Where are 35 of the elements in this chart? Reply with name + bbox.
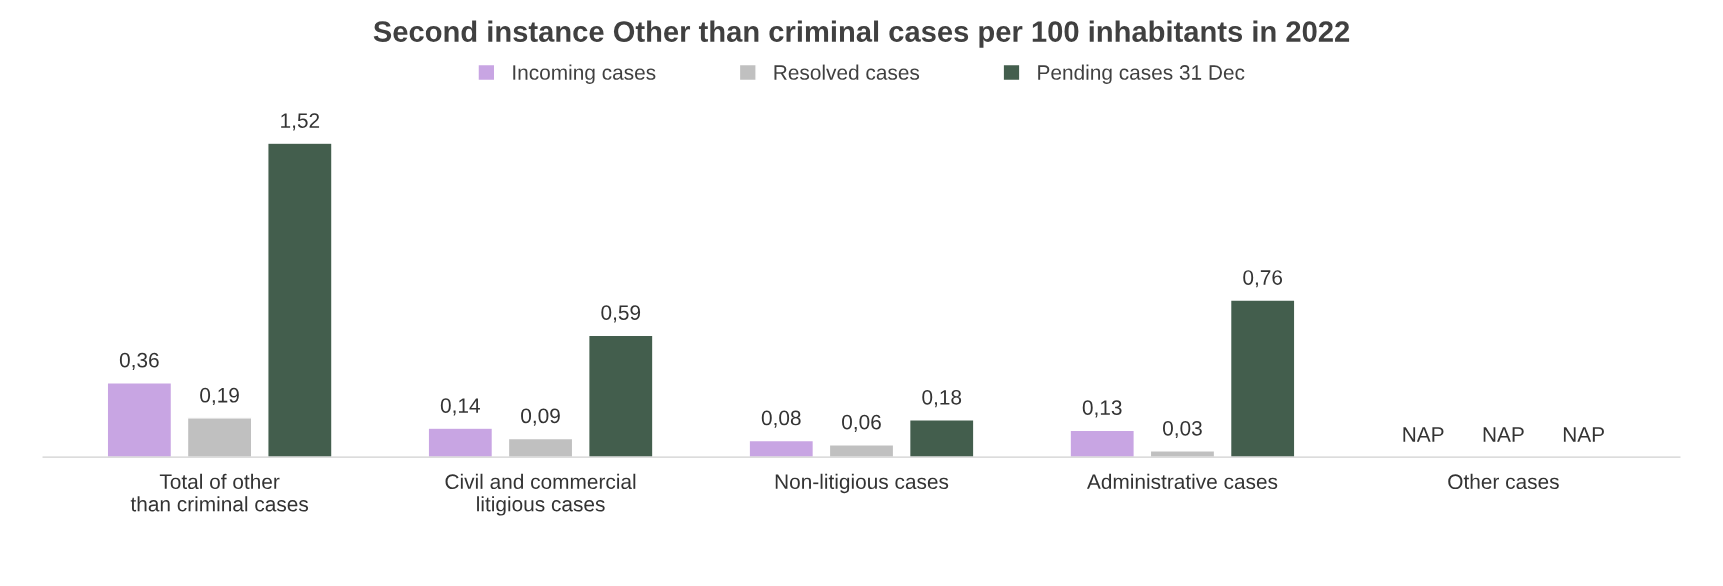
legend-label: Resolved cases: [774, 64, 920, 80]
text: NAP: [1483, 427, 1524, 442]
bar: [1069, 429, 1136, 458]
data-label: 0,03: [1162, 420, 1202, 439]
data-label: 0,59: [601, 305, 641, 323]
legend-label: Incoming cases: [513, 64, 656, 84]
bar: [267, 142, 333, 458]
chart-title: Second instance Other than criminal cases per 100 inhabitants in 2022: [373, 20, 1350, 48]
bar: [507, 437, 574, 458]
data-label: 0,14: [440, 398, 480, 416]
data-label: 0,19: [200, 387, 239, 406]
bar: [908, 419, 975, 458]
bar: [1229, 299, 1296, 458]
legend-label: Pending cases 31 Dec: [1038, 64, 1245, 84]
bar: [106, 382, 173, 458]
data-label: 0,76: [1243, 270, 1283, 288]
data-label: 0,09: [521, 408, 560, 426]
x-tick-label: Administrative cases: [1086, 473, 1278, 490]
data-label: 0,13: [1082, 400, 1122, 418]
x-tick-label: Civil and commercial litigious cases: [445, 473, 636, 516]
text: NAP: [1563, 427, 1604, 442]
data-label: 0,18: [922, 389, 962, 408]
bar: [587, 334, 654, 458]
data-label: 0,06: [842, 414, 881, 432]
bar: [186, 417, 253, 458]
x-tick-label: Non-litigious cases: [775, 473, 949, 494]
data-label: 1,52: [281, 113, 320, 131]
text: NAP: [1403, 427, 1444, 442]
bar: [748, 439, 815, 458]
bar: [828, 443, 895, 458]
x-tick-label: Other cases: [1448, 473, 1559, 490]
x-tick-label: Total of other than criminal cases: [130, 473, 309, 512]
data-label: 0,36: [119, 352, 159, 370]
data-label: 0,08: [761, 410, 801, 428]
bar: [427, 427, 494, 458]
